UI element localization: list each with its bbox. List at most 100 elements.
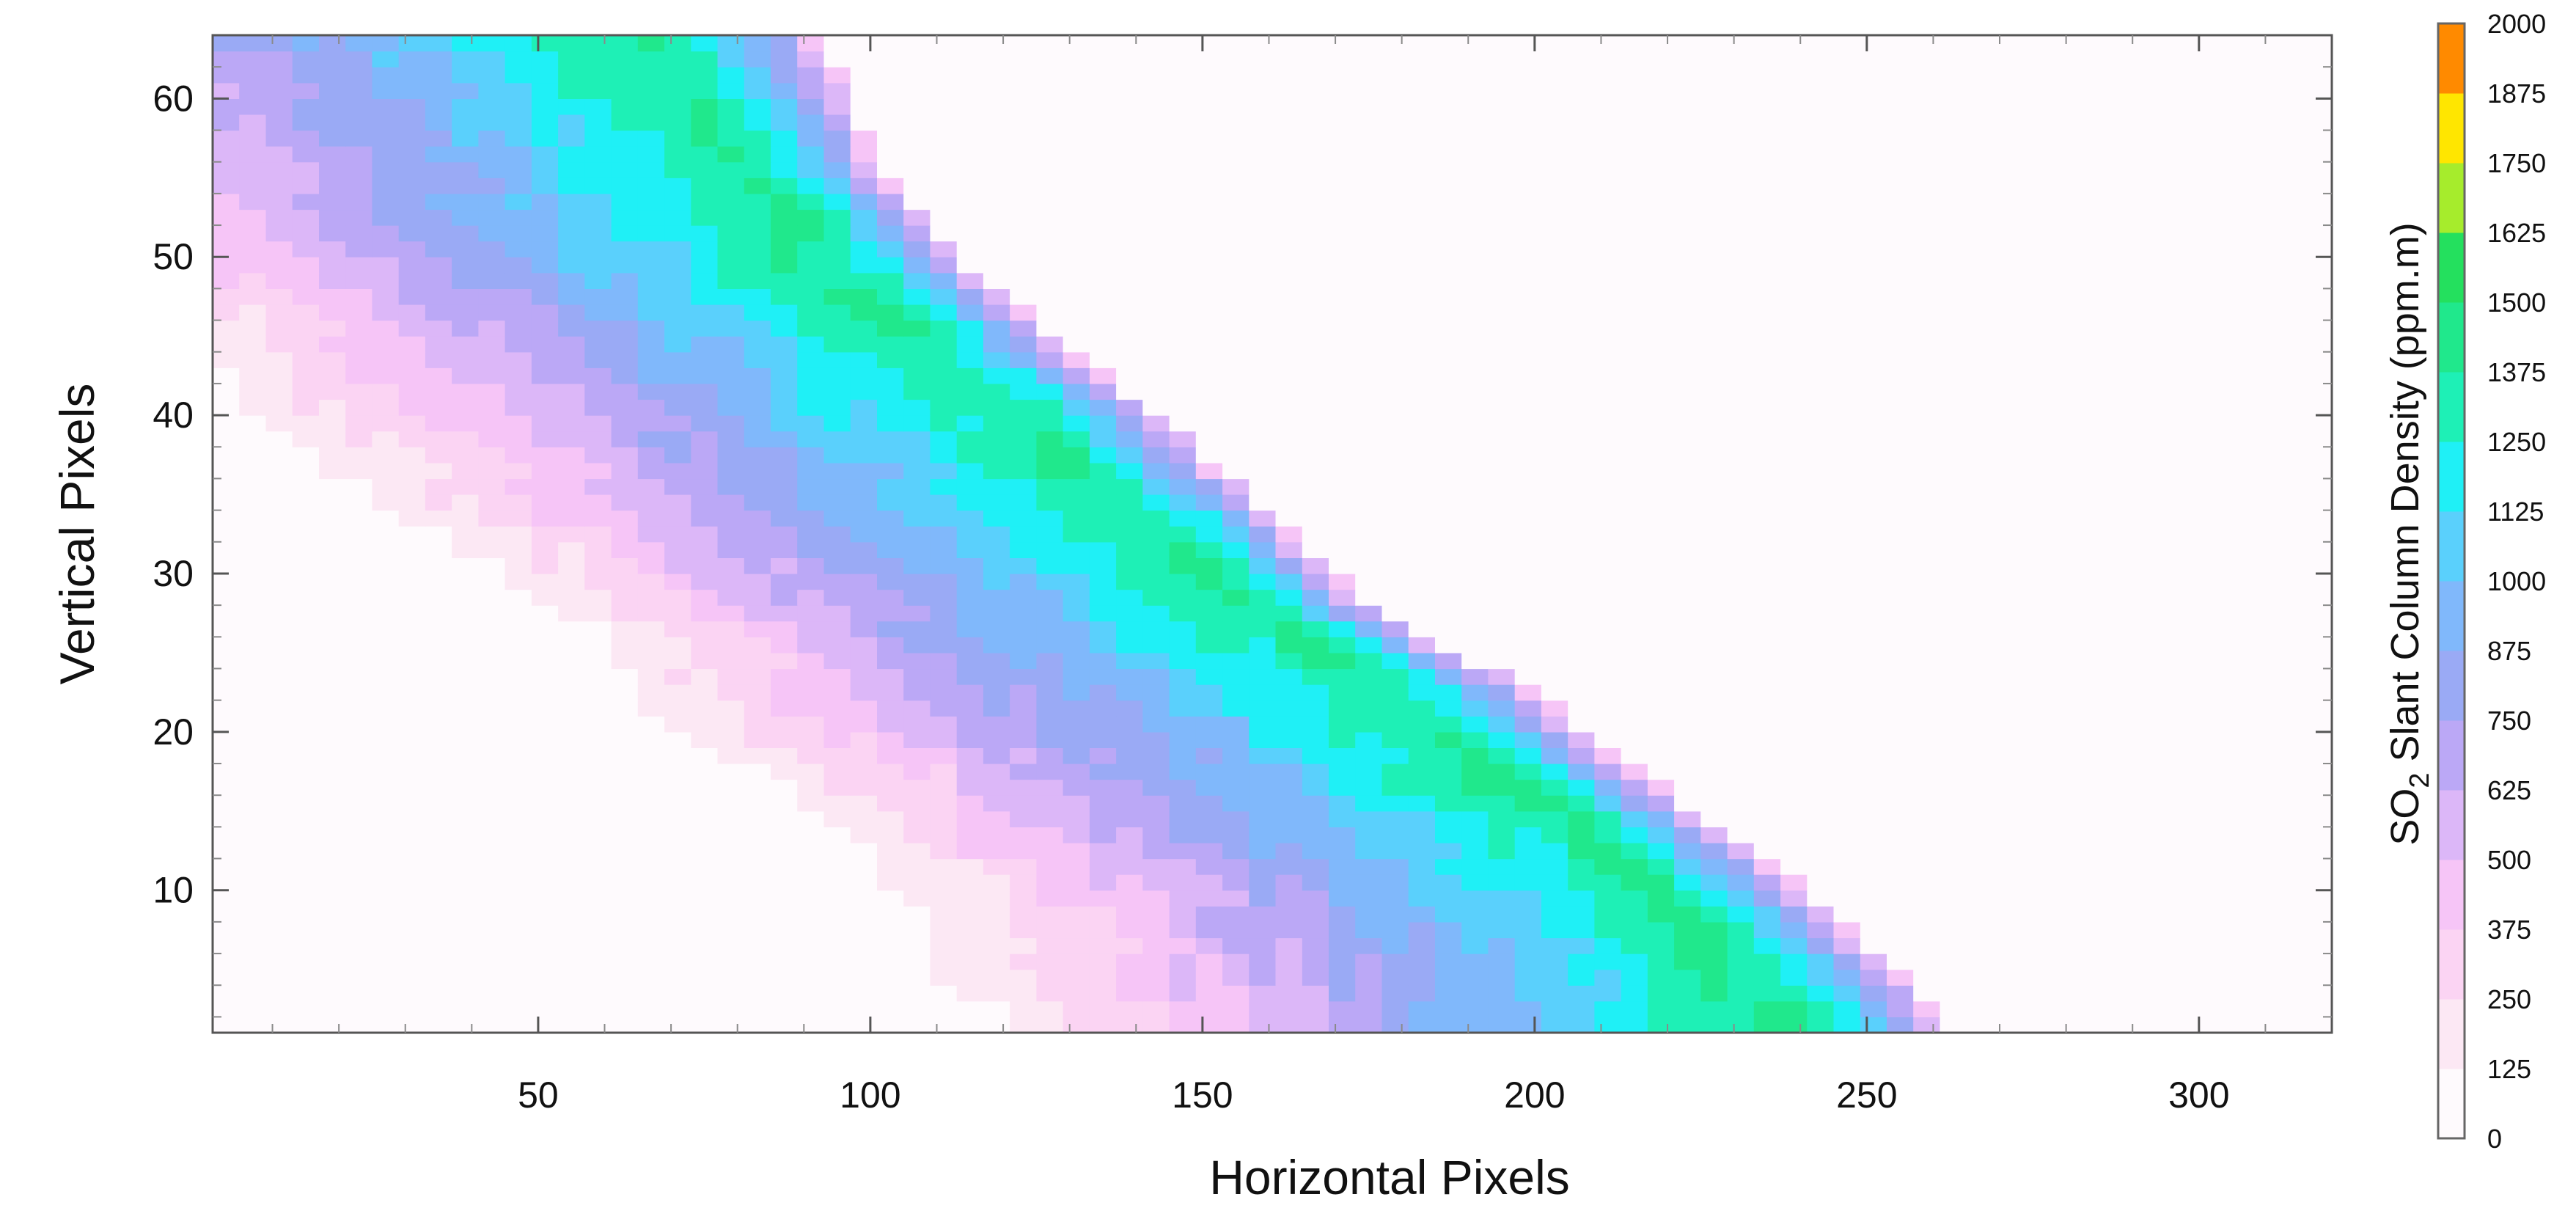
heatmap-cell [1940, 67, 1967, 84]
heatmap-cell [1169, 731, 1197, 748]
heatmap-cell [2099, 810, 2127, 827]
heatmap-cell [1461, 98, 1489, 115]
heatmap-cell [1807, 431, 1835, 447]
heatmap-cell [1887, 843, 1914, 860]
heatmap-cell [319, 764, 346, 780]
heatmap-cell [1302, 415, 1329, 432]
heatmap-cell [1727, 921, 1755, 939]
heatmap-cell [1727, 209, 1755, 226]
heatmap-cell [345, 605, 373, 622]
heatmap-cell [1966, 953, 1994, 970]
heatmap-cell [239, 906, 266, 923]
heatmap-cell [1913, 1000, 1940, 1017]
heatmap-cell [372, 383, 400, 400]
heatmap-cell [1249, 700, 1277, 717]
heatmap-cell [2046, 98, 2074, 115]
heatmap-cell [319, 526, 346, 543]
heatmap-cell [771, 510, 798, 527]
heatmap-cell [1036, 668, 1064, 685]
heatmap-cell [1222, 193, 1250, 211]
heatmap-cell [956, 336, 984, 353]
heatmap-cell [1195, 605, 1223, 622]
heatmap-cell [771, 589, 798, 606]
heatmap-cell [1063, 779, 1090, 796]
heatmap-cell [1860, 716, 1887, 733]
heatmap-cell [239, 241, 266, 257]
heatmap-cell [584, 747, 612, 764]
heatmap-cell [1302, 67, 1329, 84]
heatmap-cell [213, 35, 240, 52]
heatmap-cell [2205, 478, 2233, 495]
heatmap-cell [2285, 921, 2313, 939]
heatmap-cell [558, 731, 585, 748]
heatmap-cell [425, 526, 452, 543]
heatmap-cell [1063, 161, 1090, 178]
heatmap-cell [1887, 589, 1914, 606]
heatmap-cell [1249, 953, 1277, 970]
heatmap-cell [1514, 288, 1542, 305]
heatmap-cell [372, 98, 400, 115]
heatmap-cell [637, 858, 665, 875]
heatmap-cell [1010, 953, 1037, 970]
heatmap-cell [452, 415, 479, 432]
heatmap-cell [2072, 684, 2100, 701]
heatmap-cell [2179, 177, 2206, 194]
heatmap-cell [2152, 747, 2180, 764]
heatmap-cell [771, 574, 798, 590]
heatmap-cell [425, 82, 452, 99]
heatmap-cell [2285, 779, 2313, 796]
heatmap-cell [930, 668, 958, 685]
heatmap-cell [2072, 843, 2100, 860]
heatmap-cell [1514, 700, 1542, 717]
heatmap-cell [1302, 716, 1329, 733]
heatmap-cell [2126, 700, 2153, 717]
heatmap-cell [2311, 447, 2332, 464]
heatmap-cell [2126, 874, 2153, 891]
heatmap-cell [691, 177, 719, 194]
heatmap-cell [1940, 146, 1967, 163]
heatmap-cell [2232, 906, 2259, 923]
heatmap-cell [558, 415, 585, 432]
heatmap-cell [1913, 209, 1940, 226]
heatmap-cell [1594, 241, 1622, 257]
heatmap-cell [2179, 605, 2206, 622]
heatmap-cell [1010, 241, 1037, 257]
heatmap-cell [584, 478, 612, 495]
heatmap-cell [2258, 130, 2286, 147]
heatmap-cell [1807, 383, 1835, 400]
heatmap-cell [1621, 431, 1648, 447]
heatmap-cell [1993, 589, 2020, 606]
heatmap-cell [1780, 193, 1808, 211]
heatmap-cell [1700, 921, 1728, 939]
heatmap-cell [1302, 906, 1329, 923]
heatmap-cell [2179, 652, 2206, 670]
heatmap-cell [1860, 526, 1887, 543]
heatmap-cell [850, 510, 878, 527]
heatmap-cell [2126, 161, 2153, 178]
heatmap-cell [850, 146, 878, 163]
heatmap-cell [1089, 810, 1117, 827]
heatmap-cell [2046, 510, 2074, 527]
heatmap-cell [1249, 652, 1277, 670]
heatmap-cell [823, 82, 851, 99]
heatmap-cell [2232, 637, 2259, 654]
heatmap-cell [1063, 874, 1090, 891]
heatmap-cell [1275, 843, 1303, 860]
heatmap-cell [983, 843, 1010, 860]
heatmap-cell [1249, 510, 1277, 527]
heatmap-cell [1435, 605, 1462, 622]
heatmap-cell [2179, 668, 2206, 685]
heatmap-cell [1727, 747, 1755, 764]
heatmap-cell [1940, 637, 1967, 654]
heatmap-cell [1488, 937, 1516, 954]
heatmap-cell [265, 716, 293, 733]
heatmap-cell [1541, 209, 1568, 226]
heatmap-cell [584, 35, 612, 52]
heatmap-cell [1621, 589, 1648, 606]
heatmap-cell [452, 731, 479, 748]
heatmap-cell [2046, 526, 2074, 543]
heatmap-cell [1940, 652, 1967, 670]
heatmap-cell [2258, 272, 2286, 289]
heatmap-cell [1541, 67, 1568, 84]
heatmap-cell [2126, 716, 2153, 733]
